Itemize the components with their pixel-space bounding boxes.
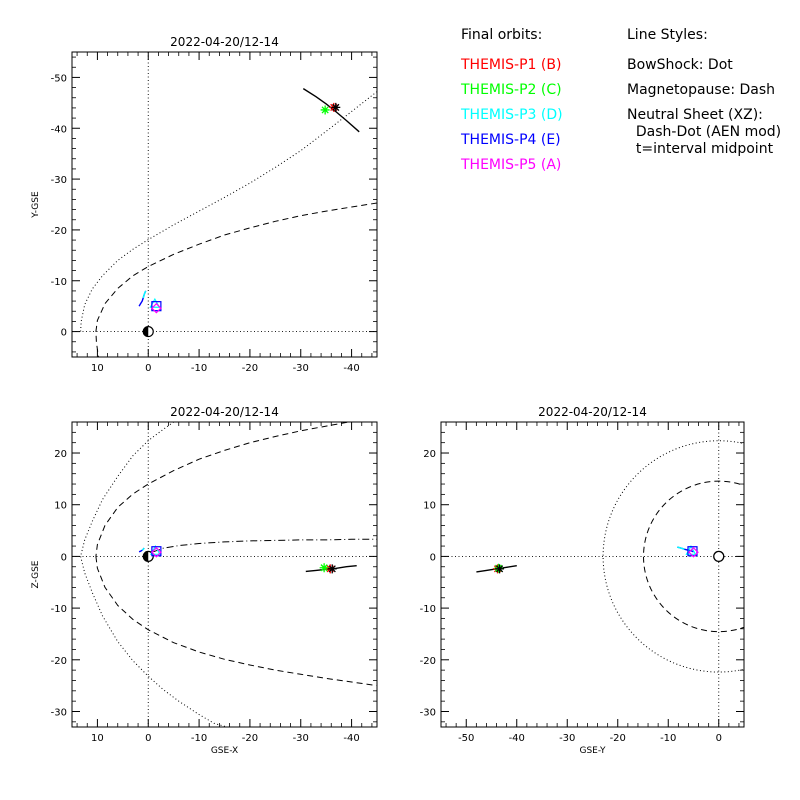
legend-probe-p4: THEMIS-P4 (E) (461, 132, 561, 148)
probe-marker-outer-black (331, 102, 341, 112)
legend-header: Final orbits: (461, 27, 543, 43)
y-tick-label: -20 (420, 656, 436, 667)
plot-area-xz (72, 422, 377, 727)
plot-frame (440, 421, 745, 728)
earth-night-side (143, 326, 149, 337)
plot-area-yz (441, 422, 744, 727)
x-tick-label: -50 (458, 733, 474, 744)
x-axis-label: GSE-Y (579, 746, 606, 756)
x-tick-label: -30 (293, 363, 309, 374)
y-axis-label: Y-GSE (31, 191, 41, 219)
x-tick-label: 0 (145, 733, 151, 744)
y-tick-label: -40 (51, 124, 67, 135)
line-style-midpoint: t=interval midpoint (627, 141, 774, 157)
line-style-neutral-sheet: Neutral Sheet (XZ): (627, 107, 763, 123)
plot-area-xy (72, 52, 377, 357)
probe-marker-p4 (151, 301, 162, 312)
y-tick-label: -30 (420, 707, 436, 718)
y-tick-label: -30 (51, 175, 67, 186)
y-tick-label: 20 (423, 449, 436, 460)
y-tick-label: -10 (420, 604, 436, 615)
bow-shock-line (80, 91, 377, 332)
magnetopause-lower-line (95, 556, 377, 687)
y-tick-label: 0 (61, 552, 67, 563)
x-tick-label: -20 (242, 363, 258, 374)
y-tick-label: 0 (61, 328, 67, 339)
probe-marker-outer-black (327, 564, 337, 574)
line-style-dash-dot: Dash-Dot (AEN mod) (627, 124, 782, 140)
line-styles-header: Line Styles: (627, 27, 708, 43)
orbit-track-p3 (677, 546, 685, 550)
x-tick-label: 10 (91, 363, 104, 374)
plot-xy: 10 0 -10 -20 -30 -40 0 -10 -20 -30 -40 -50 2022-04-2… (31, 35, 378, 374)
plot-title: 2022-04-20/12-14 (538, 405, 647, 419)
legend-probe-p1: THEMIS-P1 (B) (461, 57, 562, 73)
x-tick-label: -10 (191, 733, 207, 744)
x-tick-label: 0 (145, 363, 151, 374)
x-tick-label: 0 (716, 733, 722, 744)
y-tick-label: -10 (51, 277, 67, 288)
probe-marker-p4 (151, 546, 162, 557)
legend-probe-p5: THEMIS-P5 (A) (461, 157, 562, 173)
bow-shock-circle (602, 440, 744, 673)
x-tick-label: -40 (343, 363, 359, 374)
x-tick-label: -30 (293, 733, 309, 744)
y-tick-label: -20 (51, 656, 67, 667)
magnetopause-circle (643, 480, 744, 633)
y-axis-label: Z-GSE (31, 560, 41, 588)
plot-xz: 10 0 -10 -20 -30 -40 -30 -20 -10 0 10 20 2022-04-20/… (31, 405, 378, 756)
y-tick-label: -20 (51, 226, 67, 237)
bow-shock-lower-line (80, 556, 228, 727)
x-tick-label: -30 (559, 733, 575, 744)
earth-circle (713, 550, 725, 563)
y-tick-label: 10 (423, 501, 436, 512)
probe-marker-outer-black (495, 564, 505, 574)
y-tick-label: -30 (51, 707, 67, 718)
legend-probe-p2: THEMIS-P2 (C) (461, 82, 562, 98)
y-tick-label: -10 (51, 604, 67, 615)
line-style-magnetopause: Magnetopause: Dash (627, 82, 776, 98)
magnetopause-upper-line (95, 422, 352, 557)
x-axis-label: GSE-X (211, 746, 238, 756)
y-tick-label: -50 (51, 73, 67, 84)
magnetopause-line (95, 202, 377, 357)
plot-title: 2022-04-20/12-14 (170, 405, 279, 419)
x-tick-label: -20 (610, 733, 626, 744)
x-tick-label: -10 (660, 733, 676, 744)
plot-frame (71, 421, 378, 728)
y-tick-label: 10 (54, 501, 67, 512)
probe-marker-p5 (151, 546, 162, 558)
y-tick-label: 20 (54, 449, 67, 460)
legend-probe-p3: THEMIS-P3 (D) (461, 107, 563, 123)
x-tick-label: -20 (242, 733, 258, 744)
probe-marker-p2 (320, 105, 330, 115)
x-tick-label: -40 (509, 733, 525, 744)
y-tick-label: 0 (430, 552, 436, 563)
x-tick-label: 10 (91, 733, 104, 744)
probe-marker-p5 (688, 546, 699, 558)
probe-marker-p2 (319, 563, 329, 573)
plot-title: 2022-04-20/12-14 (170, 35, 279, 49)
bow-shock-upper-line (80, 422, 174, 557)
plot-yz: -50 -40 -30 -20 -10 0 -30 -20 -10 0 10 20 2022-04-20… (420, 405, 745, 756)
probe-marker-p3 (149, 297, 161, 308)
earth-icon (713, 550, 725, 563)
probe-marker-p5 (151, 302, 162, 314)
line-style-bowshock: BowShock: Dot (627, 57, 733, 73)
earth-icon (142, 325, 154, 338)
earth-night-side (143, 551, 149, 562)
x-tick-label: -10 (191, 363, 207, 374)
orbit-track-p3 (141, 547, 145, 551)
plot-frame (71, 51, 378, 358)
orbit-track-p3 (142, 290, 147, 299)
x-tick-label: -40 (343, 733, 359, 744)
neutral-sheet-line (153, 538, 377, 553)
